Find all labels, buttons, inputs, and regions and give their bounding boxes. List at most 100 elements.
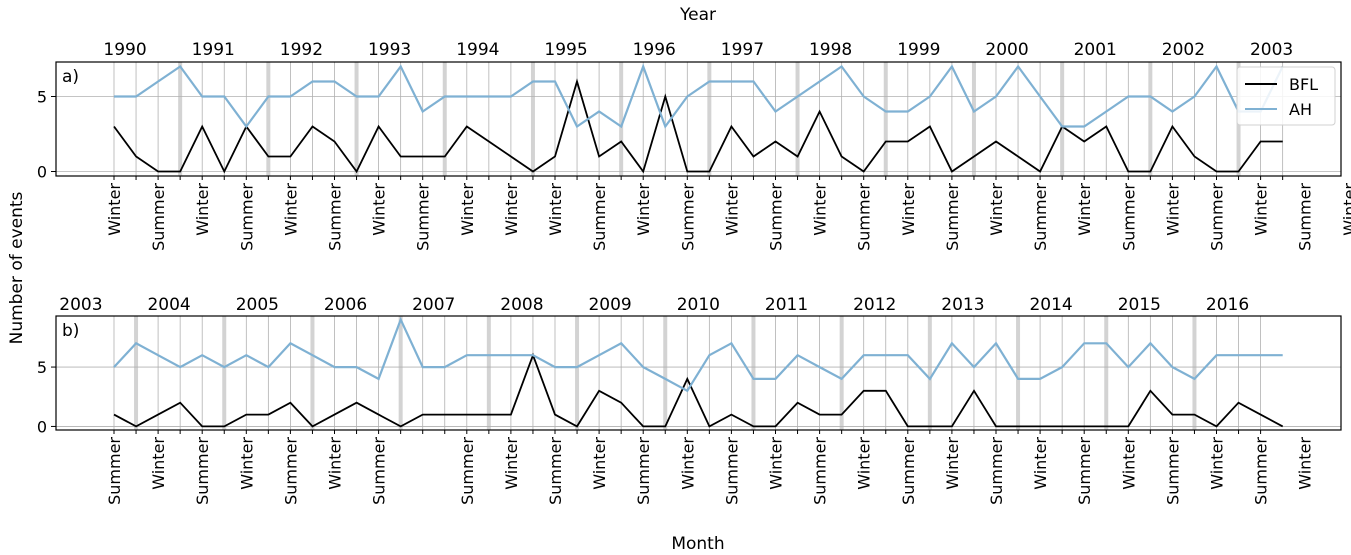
month-tick-label: Winter — [1163, 183, 1182, 236]
month-tick-label: Winter — [237, 437, 256, 490]
month-tick-label: Winter — [546, 183, 565, 236]
plot-frame — [55, 61, 1342, 177]
month-tick-label: Summer — [149, 183, 168, 251]
month-tick-label: Summer — [105, 437, 124, 505]
month-tick-label: Summer — [1296, 183, 1315, 251]
month-tick-label: Summer — [722, 437, 741, 505]
year-tick-label: 1993 — [368, 40, 411, 60]
month-tick-label: Winter — [1296, 437, 1315, 490]
year-tick-label: 2002 — [1162, 40, 1205, 60]
year-tick-label: 2001 — [1074, 40, 1117, 60]
year-axis-label: Year — [679, 5, 716, 25]
year-tick-label: 2004 — [147, 295, 190, 315]
y-tick-label: 0 — [37, 163, 47, 182]
month-tick-label: Summer — [1075, 437, 1094, 505]
month-tick-label: Winter — [149, 437, 168, 490]
month-tick-label: Summer — [193, 437, 212, 505]
month-tick-label: Summer — [855, 183, 874, 251]
year-tick-label: 2012 — [853, 295, 896, 315]
y-tick-label: 5 — [37, 358, 47, 377]
month-tick-label: Winter — [855, 437, 874, 490]
month-tick-label: Winter — [458, 183, 477, 236]
panel-b: 0 5 b) 2003 2004 2005 2006 2007 2008 2009 2010 2011… — [37, 295, 1342, 505]
year-tick-label: 2010 — [677, 295, 720, 315]
month-tick-label: Winter — [590, 437, 609, 490]
month-tick-label: Summer — [237, 183, 256, 251]
month-tick-label: Summer — [370, 437, 389, 505]
year-tick-label: 1996 — [633, 40, 676, 60]
month-tick-label: Summer — [899, 437, 918, 505]
panel-label: a) — [62, 67, 79, 87]
year-tick-label: 1994 — [456, 40, 499, 60]
month-tick-label: Summer — [1119, 183, 1138, 251]
month-tick-label: Winter — [370, 183, 389, 236]
month-tick-label: Summer — [414, 183, 433, 251]
month-tick-label: Winter — [502, 183, 521, 236]
month-tick-label: Summer — [1163, 437, 1182, 505]
month-tick-label: Summer — [1208, 183, 1227, 251]
legend: BFL AH — [1236, 66, 1336, 126]
year-tick-label: 2006 — [324, 295, 367, 315]
year-tick-label: 2011 — [765, 295, 808, 315]
month-tick-label: Winter — [678, 437, 697, 490]
month-tick-label: Summer — [590, 183, 609, 251]
year-tick-label: 1992 — [280, 40, 323, 60]
y-axis-label: Number of events — [7, 191, 27, 344]
month-tick-label: Winter — [1252, 183, 1271, 236]
series-line-ah — [113, 316, 1283, 393]
year-tick-label: 2005 — [236, 295, 279, 315]
legend-label-ah: AH — [1289, 100, 1312, 119]
year-tick-label: 2009 — [588, 295, 631, 315]
month-tick-label: Summer — [767, 183, 786, 251]
year-tick-label: 1998 — [809, 40, 852, 60]
y-tick-label: 5 — [37, 88, 47, 107]
year-tick-label: 2014 — [1029, 295, 1072, 315]
month-tick-label: Summer — [1031, 183, 1050, 251]
month-tick-label: Winter — [1340, 183, 1351, 236]
month-tick-label: Summer — [678, 183, 697, 251]
month-tick-label: Winter — [811, 183, 830, 236]
month-axis-label: Month — [671, 534, 724, 554]
month-tick-label: Winter — [1075, 183, 1094, 236]
year-tick-label: 2008 — [500, 295, 543, 315]
month-tick-label: Winter — [943, 437, 962, 490]
legend-label-bfl: BFL — [1289, 75, 1318, 94]
year-tick-label: 1995 — [544, 40, 587, 60]
year-tick-label: 1999 — [897, 40, 940, 60]
year-tick-label: 1997 — [721, 40, 764, 60]
month-tick-label: Winter — [634, 183, 653, 236]
month-tick-label: Summer — [634, 437, 653, 505]
month-tick-label: Winter — [767, 437, 786, 490]
month-tick-label: Winter — [326, 437, 345, 490]
series-line-ah — [114, 63, 1284, 129]
month-tick-label: Summer — [546, 437, 565, 505]
year-tick-label: 1990 — [103, 40, 146, 60]
series-line-bfl — [113, 352, 1284, 428]
year-tick-label: 2016 — [1206, 295, 1249, 315]
month-tick-label: Winter — [1031, 437, 1050, 490]
month-tick-label: Winter — [722, 183, 741, 236]
year-tick-label: 2013 — [941, 295, 984, 315]
plot-frame — [55, 315, 1342, 431]
panel-a: 0 5 a) 1990 1991 1992 1993 1994 1995 1996 1997 1998… — [37, 40, 1351, 251]
month-tick-label: Winter — [1208, 437, 1227, 490]
month-tick-label: Winter — [899, 183, 918, 236]
month-tick-label: Winter — [502, 437, 521, 490]
month-tick-label: Summer — [458, 437, 477, 505]
month-tick-label: Winter — [1119, 437, 1138, 490]
year-tick-label: 2007 — [412, 295, 455, 315]
month-tick-label: Summer — [281, 437, 300, 505]
year-tick-label: 1991 — [192, 40, 235, 60]
month-tick-label: Summer — [811, 437, 830, 505]
legend-box — [1236, 66, 1336, 126]
year-tick-label: 2015 — [1118, 295, 1161, 315]
month-tick-label: Winter — [193, 183, 212, 236]
year-tick-label: 2000 — [985, 40, 1028, 60]
month-tick-label: Summer — [1252, 437, 1271, 505]
year-tick-label: 2003 — [59, 295, 102, 315]
panel-label: b) — [62, 321, 79, 341]
y-tick-label: 0 — [37, 417, 47, 436]
month-tick-label: Summer — [943, 183, 962, 251]
series-line-bfl — [113, 78, 1283, 174]
